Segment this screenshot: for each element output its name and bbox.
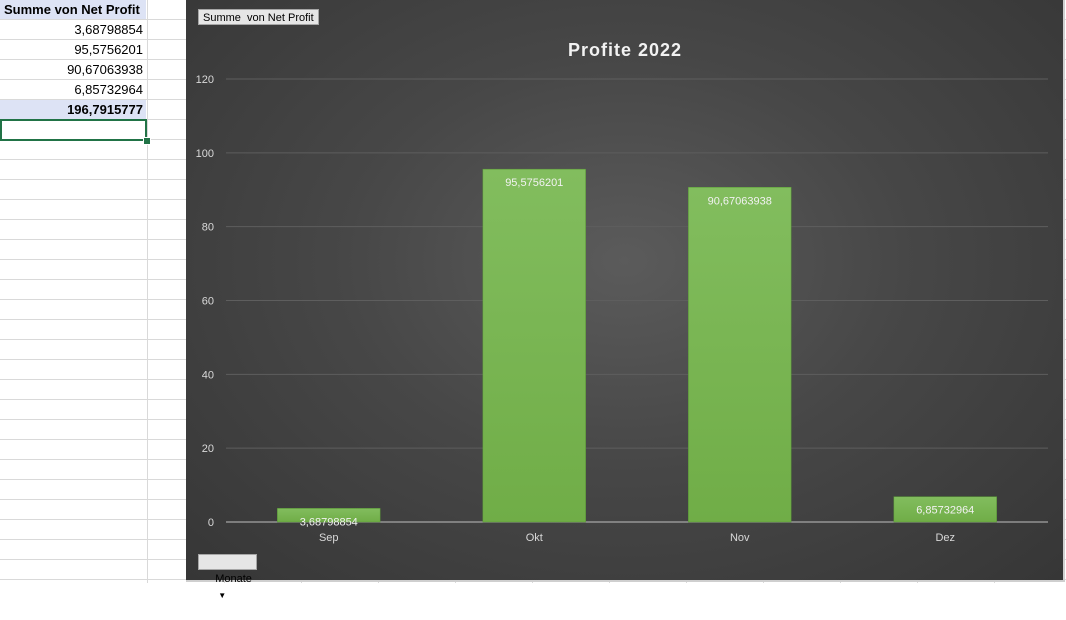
x-tick-label: Nov xyxy=(730,532,750,544)
axis-field-label: Monate xyxy=(215,573,252,585)
x-tick-label: Dez xyxy=(935,532,955,544)
y-tick-label: 20 xyxy=(202,443,214,455)
data-label: 3,68798854 xyxy=(300,516,358,528)
pivot-header-cell[interactable]: Summe von Net Profit xyxy=(0,0,146,19)
y-tick-label: 80 xyxy=(202,222,214,234)
bar xyxy=(277,508,381,523)
x-tick-label: Sep xyxy=(319,532,339,544)
bar xyxy=(482,168,586,523)
selected-cell[interactable] xyxy=(0,119,147,141)
data-label: 95,5756201 xyxy=(505,177,563,189)
bar xyxy=(893,496,997,523)
axis-field-button[interactable]: Monate ▼ xyxy=(198,554,257,600)
data-label: 90,67063938 xyxy=(708,195,772,207)
pivot-value-cell[interactable]: 90,67063938 xyxy=(67,62,143,77)
y-tick-label: 120 xyxy=(196,74,214,86)
chart-title: Profite 2022 xyxy=(568,40,682,60)
y-tick-label: 60 xyxy=(202,296,214,308)
y-tick-label: 100 xyxy=(196,148,214,160)
y-tick-label: 0 xyxy=(208,517,214,529)
pivot-value-cell[interactable]: 3,68798854 xyxy=(74,22,143,37)
fill-handle[interactable] xyxy=(143,137,151,145)
pivot-chart[interactable]: Summe von Net Profit Monate ▼ Profite 20… xyxy=(186,0,1065,600)
chevron-down-icon: ▼ xyxy=(218,591,227,600)
pivot-column: Summe von Net Profit 3,68798854 95,57562… xyxy=(0,0,148,583)
value-field-button[interactable]: Summe von Net Profit xyxy=(198,9,319,25)
pivot-value-cell[interactable]: 95,5756201 xyxy=(74,42,143,57)
chart-plot: Profite 2022 0 20 40 60 80 100 120 3,68798854 Sep… xyxy=(196,40,1048,544)
pivot-value-cell[interactable]: 6,85732964 xyxy=(74,82,143,97)
data-label: 6,85732964 xyxy=(916,505,974,517)
y-tick-label: 40 xyxy=(202,369,214,381)
x-tick-label: Okt xyxy=(526,532,543,544)
pivot-total-cell[interactable]: 196,7915777 xyxy=(0,100,146,119)
bar xyxy=(688,187,792,523)
